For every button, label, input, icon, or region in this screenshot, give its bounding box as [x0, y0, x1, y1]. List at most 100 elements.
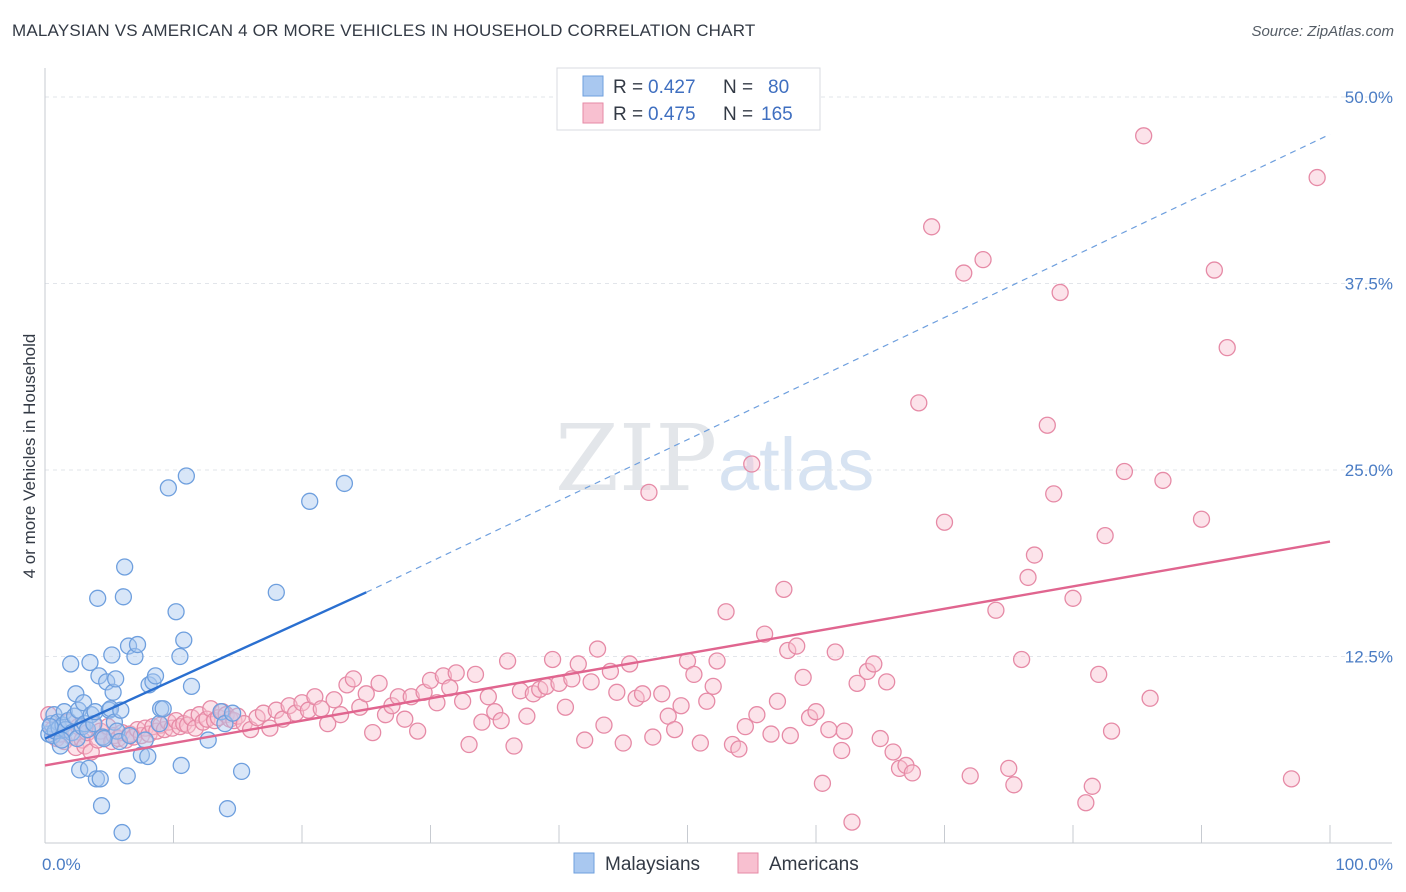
american-point-129 — [730, 740, 748, 758]
american-point-123 — [691, 734, 709, 752]
american-point-100 — [543, 650, 562, 669]
malaysian-point-28 — [87, 770, 106, 788]
american-point-153 — [878, 673, 896, 691]
malaysian-point-75 — [267, 583, 285, 601]
american-point-138 — [781, 726, 799, 745]
american-point-175 — [1083, 777, 1101, 795]
malaysians-trend-extension — [365, 133, 1331, 593]
american-point-90 — [479, 688, 497, 706]
american-point-134 — [762, 725, 780, 743]
chart-source: Source: ZipAtlas.com — [1251, 23, 1394, 40]
american-point-169 — [1025, 546, 1044, 564]
american-point-86 — [453, 692, 472, 710]
malaysian-point-42 — [108, 722, 126, 740]
american-point-105 — [576, 731, 594, 749]
gridlines — [45, 96, 1392, 657]
malaysian-point-66 — [175, 631, 193, 649]
american-point-182 — [1154, 471, 1172, 490]
malaysian-point-9 — [55, 703, 73, 721]
american-point-92 — [492, 712, 510, 730]
y-axis-label: 4 or more Vehicles in Household — [20, 334, 39, 579]
malaysian-point-63 — [167, 603, 185, 621]
american-point-163 — [974, 250, 992, 269]
malaysian-point-41 — [107, 670, 125, 688]
american-point-165 — [1000, 759, 1018, 778]
legend-r-value-americans: 0.475 — [648, 104, 696, 125]
american-point-104 — [569, 655, 587, 673]
american-point-183 — [1192, 510, 1211, 528]
american-point-69 — [344, 670, 363, 688]
american-point-91 — [486, 703, 504, 721]
legend-swatch-malaysians — [582, 75, 604, 97]
malaysian-point-45 — [113, 823, 131, 842]
malaysian-point-7 — [51, 737, 70, 755]
malaysian-point-73 — [223, 704, 242, 722]
malaysian-point-12 — [62, 655, 80, 673]
american-point-185 — [1218, 339, 1236, 357]
american-point-146 — [833, 741, 851, 760]
x-tick-labels: 0.0% 100.0% — [42, 855, 1393, 874]
series-legend: Malaysians Americans — [573, 852, 859, 875]
american-point-124 — [698, 692, 716, 710]
malaysian-point-46 — [114, 588, 133, 606]
american-point-71 — [357, 685, 375, 703]
american-point-135 — [768, 692, 787, 710]
malaysian-point-64 — [171, 647, 189, 666]
y-tick-label-2: 37.5% — [1345, 275, 1393, 294]
x-tick-label-0: 0.0% — [42, 855, 81, 874]
american-point-115 — [640, 483, 658, 502]
american-point-89 — [473, 713, 491, 731]
american-point-102 — [556, 698, 575, 716]
american-point-122 — [685, 665, 703, 684]
american-point-133 — [755, 625, 774, 643]
american-point-176 — [1090, 665, 1108, 684]
american-point-137 — [779, 641, 797, 660]
malaysian-point-24 — [81, 653, 99, 672]
malaysian-point-54 — [136, 731, 154, 749]
american-point-160 — [935, 513, 954, 531]
legend-r-label-malaysians: R = — [613, 77, 643, 98]
malaysian-point-48 — [118, 767, 136, 785]
american-point-107 — [588, 640, 607, 658]
american-point-172 — [1051, 283, 1069, 302]
american-point-72 — [364, 723, 382, 742]
malaysian-point-39 — [104, 683, 122, 701]
american-point-87 — [460, 735, 478, 754]
y-tick-label-0: 12.5% — [1345, 648, 1393, 667]
american-point-79 — [408, 722, 427, 740]
legend-n-label-malaysians: N = — [723, 77, 753, 98]
american-point-93 — [498, 652, 517, 670]
malaysian-point-47 — [116, 558, 134, 576]
watermark: ZIP atlas — [555, 405, 874, 512]
american-point-126 — [708, 652, 726, 670]
malaysian-point-55 — [139, 747, 157, 766]
malaysian-point-77 — [335, 474, 354, 493]
y-tick-label-1: 25.0% — [1345, 461, 1393, 480]
american-point-116 — [644, 728, 662, 746]
american-point-139 — [788, 637, 806, 655]
american-point-151 — [865, 655, 883, 673]
american-point-94 — [505, 737, 523, 755]
american-point-111 — [614, 734, 632, 752]
american-point-154 — [884, 743, 902, 761]
american-point-106 — [582, 673, 600, 691]
american-point-96 — [518, 707, 536, 725]
watermark-zip: ZIP — [555, 405, 717, 512]
american-point-166 — [1005, 776, 1023, 794]
american-point-120 — [672, 697, 690, 715]
american-point-117 — [653, 685, 671, 703]
american-point-68 — [338, 676, 356, 694]
american-point-178 — [1102, 722, 1121, 740]
malaysian-point-62 — [159, 479, 178, 497]
legend-n-label-americans: N = — [723, 104, 753, 125]
american-point-130 — [736, 717, 754, 736]
american-point-187 — [1308, 168, 1326, 187]
malaysians-trend-line — [44, 591, 367, 740]
series-legend-label-malaysians: Malaysians — [605, 854, 700, 875]
american-point-77 — [396, 710, 414, 728]
american-point-140 — [794, 668, 812, 687]
american-point-66 — [325, 691, 343, 709]
americans-points — [40, 127, 1326, 831]
watermark-atlas: atlas — [718, 423, 874, 506]
